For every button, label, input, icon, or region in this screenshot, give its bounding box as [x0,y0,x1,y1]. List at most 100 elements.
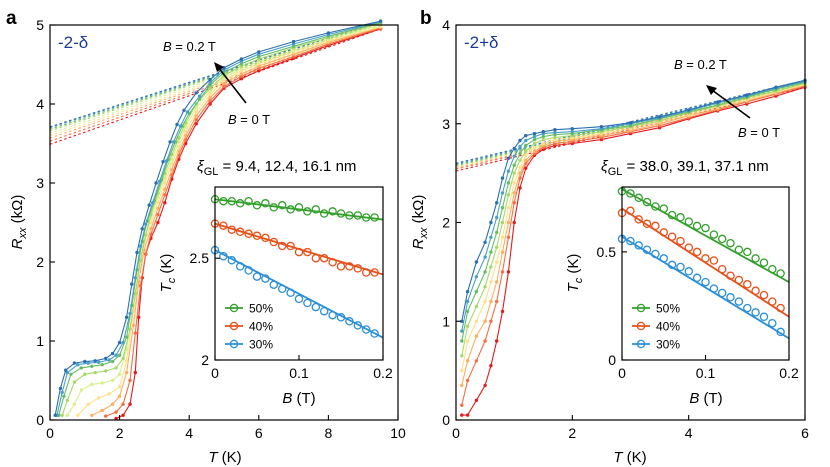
panel-b-inset-data-point [626,206,635,216]
panel-a-inset-ytick-label: 2.5 [190,250,210,266]
panel-a-data-point [257,50,261,54]
panel-a-data-point [170,167,174,172]
panel-a-data-point [53,413,57,417]
panel-b-data-point [716,100,720,104]
panel-a-data-point [65,413,70,417]
panel-b-inset-data-point [626,236,635,246]
panel-b-data-point [524,153,528,157]
panel-b-inset-ylabel: Tc (K) [565,254,585,293]
panel-a-data-point [257,64,261,68]
panel-a-inset-data-point [235,199,245,208]
panel-a-data-point [291,48,296,52]
panel-a-data-point [208,86,212,90]
panel-b-inset-data-point [709,256,719,265]
panel-a-inset-data-point [261,199,270,208]
panel-a-data-point [138,258,143,263]
panel-a-data-point [178,124,183,128]
panel-a-inset-xtick-label: 0.2 [373,365,393,381]
panel-a-xtick-label: 4 [185,425,193,441]
panel-a-data-point [110,402,115,406]
panel-a-data-point [185,110,190,114]
panel-a-inset-legend-marker [229,321,239,331]
panel-b-inset-data-point [726,238,735,248]
panel-b-data-point [524,166,528,170]
panel-a-data-point [257,54,261,59]
panel-b-data-point [524,149,528,154]
panel-b-data-point [474,359,479,363]
panel-a-data-point [168,140,172,144]
panel-b-data-point [483,339,487,343]
panel-a-data-point [83,372,87,376]
panel-a-inset-data-point [336,313,346,322]
panel-a-ytick-label: 3 [36,175,44,191]
panel-a-data-point [184,133,188,138]
panel-a-data-point [117,372,122,376]
panel-b-data-point [500,270,505,274]
panel-a-inset-data-point [319,253,329,263]
panel-b-inset-legend-label: 40% [656,320,680,334]
panel-b-inset-data-point [776,303,785,313]
panel-b-data-point [495,260,499,264]
panel-b-ytick-label: 0 [442,412,450,428]
panel-a-letter: a [6,8,17,29]
panel-a-data-point [239,74,244,79]
panel-b-doping-label: -2+δ [464,33,499,52]
panel-b-inset-data-point [709,284,719,293]
panel-a-inset-data-point [219,221,228,230]
panel-a-inset-data-point [294,294,304,304]
panel-b-data-point [489,364,493,368]
panel-a-data-point [144,233,148,237]
panel-b-data-point [518,186,522,190]
panel-a-inset-legend-marker [229,339,239,349]
panel-b-data-point [483,299,487,304]
panel-b-inset-data-point [701,223,710,233]
panel-a-inset-data-point [244,196,253,206]
panel-b-xtick-label: 2 [568,425,576,441]
panel-b-inset-data-point [692,221,702,231]
panel-b-data-point [483,383,487,388]
panel-a-data-point [60,413,64,417]
panel-a-data-point [144,252,148,256]
panel-a-curve [91,26,381,416]
panel-b-data-point [512,181,516,185]
panel-a-inset-data-point [286,241,295,251]
panel-a-inset-data-point [319,306,329,316]
panel-a-inset-marks [210,194,384,339]
panel-a-xtick-label: 10 [390,425,406,441]
panel-b-inset-data-point [642,219,652,229]
panel-b-inset-data-point [768,318,777,328]
panel-b-data-point [483,285,487,289]
panel-a-inset-data-point [277,201,287,210]
panel-a-data-point [79,388,84,392]
panel-a-inset-data-point [345,262,354,271]
panel-a-inset-data-point [311,205,321,214]
panel-a-data-point [156,201,160,205]
panel-b-inset-data-point [676,236,685,246]
panel-b-xi-label: ξGL = 38.0, 39.1, 37.1 nm [601,158,769,178]
panel-b-data-point [500,191,505,195]
panel-a-doping-label: -2-δ [58,33,88,52]
panel-a-data-point [257,69,261,73]
panel-a-xtick-label: 0 [46,425,54,441]
panel-b-inset-data-point [634,241,643,250]
panel-b-data-point [518,151,522,156]
panel-b-data-point [500,220,505,225]
panel-a-data-point [114,410,118,414]
panel-a-data-point [110,359,115,364]
panel-b-inset-data-point [667,260,677,270]
panel-a-data-point [76,363,80,367]
panel-a-xtick-label: 2 [116,425,124,441]
panel-a-data-point [62,394,66,398]
panel-a-field-arrowhead [214,62,224,72]
panel-b-data-point [460,339,464,343]
panel-a-data-point [164,159,169,163]
panel-b-inset-data-point [768,264,777,274]
panel-a-inset-data-point [361,213,371,222]
panel-a-data-point [171,140,176,144]
panel-b-inset-xtick-label: 0 [618,365,626,381]
panel-a-data-point [131,323,136,327]
panel-b-data-point [553,135,557,140]
panel-a-data-point [90,382,94,387]
panel-a-data-point [157,179,162,184]
